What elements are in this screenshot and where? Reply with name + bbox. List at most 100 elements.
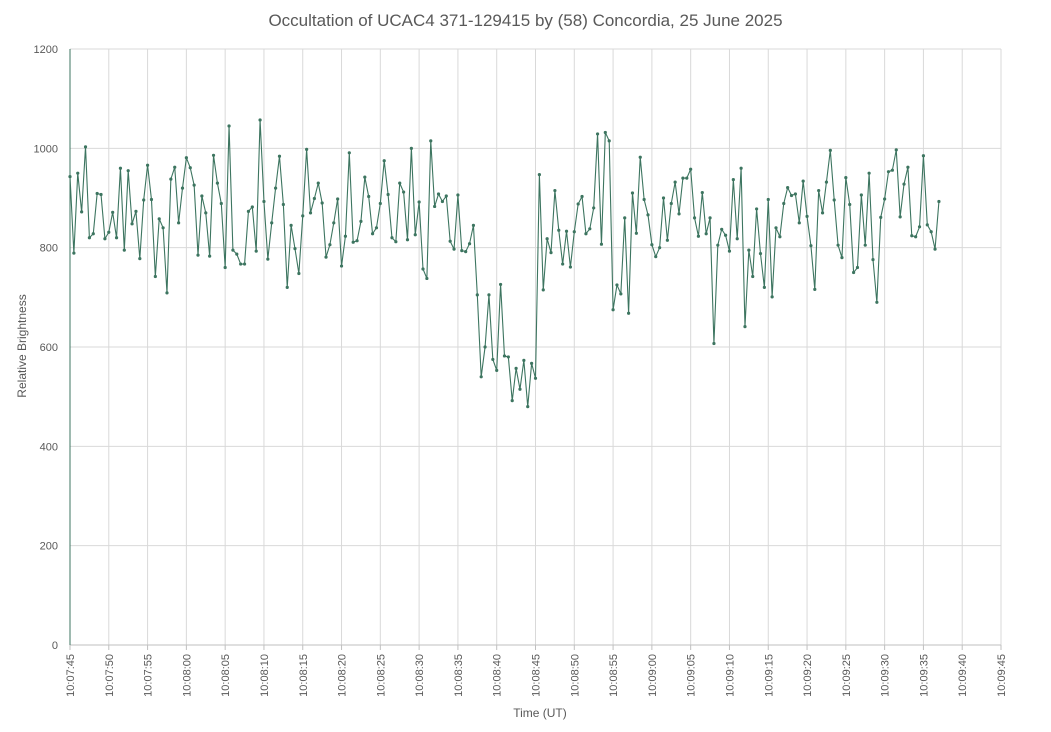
data-point [638,155,642,159]
data-point [615,283,619,287]
data-point [343,234,348,238]
data-point [723,233,728,237]
data-point [498,282,503,287]
data-point [623,216,627,220]
data-point [739,166,743,170]
series-line [69,119,940,408]
data-point [840,256,844,260]
data-point [898,215,902,219]
y-tick-label: 800 [40,243,58,255]
y-tick-label: 600 [40,342,58,354]
y-tick-label: 1000 [34,143,58,155]
data-point [204,211,208,215]
data-point [196,253,200,257]
x-tick-label: 10:08:15 [298,654,310,697]
data-point [685,176,689,180]
data-point [692,216,697,220]
data-point [444,194,448,198]
data-point [533,376,538,380]
data-point [184,156,188,160]
y-tick-label: 0 [52,640,58,652]
data-point [433,204,437,209]
data-point [471,223,476,227]
x-tick-label: 10:07:55 [143,654,155,697]
data-point [875,300,879,304]
data-point [572,230,576,234]
x-tick-label: 10:09:00 [647,654,659,697]
data-point [262,199,266,204]
data-point [301,214,305,218]
data-point [743,325,747,329]
data-point [208,254,212,258]
x-tick-label: 10:08:20 [337,654,349,697]
data-point [646,213,650,217]
data-point [402,190,406,194]
data-point [464,250,468,254]
data-point [735,237,739,241]
data-point [215,181,220,185]
data-point [107,230,111,234]
data-point [894,148,898,152]
data-point [118,166,123,170]
data-point [595,132,600,136]
data-point [545,237,549,241]
data-point [592,206,596,210]
data-point [475,293,479,297]
data-point [394,240,398,244]
data-point [231,248,235,252]
x-tick-label: 10:08:55 [608,654,620,697]
data-point [561,262,565,266]
data-point [398,181,402,185]
x-tick-label: 10:09:20 [802,654,814,697]
data-point [76,171,80,175]
x-tick-label: 10:08:10 [259,654,271,697]
data-point [305,147,309,151]
data-point [770,295,774,299]
data-point [863,243,867,247]
data-point [448,239,452,243]
x-tick-label: 10:08:05 [220,654,232,697]
data-point [312,196,316,201]
data-point [405,238,410,242]
data-point [813,287,817,291]
x-tick-label: 10:08:35 [453,654,465,697]
data-point [246,209,251,214]
data-point [297,271,301,276]
data-point [277,154,282,158]
data-point [607,139,611,143]
data-point [669,201,673,206]
data-point [883,197,887,201]
data-point [758,252,763,256]
data-point [413,233,417,237]
data-point [111,210,115,214]
data-point [270,221,274,225]
data-point [580,194,584,199]
data-point [316,181,320,185]
data-point [568,265,573,269]
axes [69,49,1002,650]
y-tick-label: 1200 [34,44,58,56]
data-point [526,405,530,409]
data-point [370,232,375,236]
data-point [72,251,76,255]
data-point [328,243,332,247]
data-point [642,197,646,202]
data-point [211,153,216,157]
data-point [855,265,860,270]
data-point [506,355,510,359]
data-point [308,211,313,215]
data-point [774,226,778,230]
data-point [293,247,297,251]
data-point [363,175,367,179]
data-point [914,235,918,239]
data-point [937,199,941,204]
data-point [502,354,507,358]
data-point [242,262,247,266]
data-point [879,215,883,219]
data-point [700,190,704,195]
data-point [173,165,177,169]
data-point [177,221,181,225]
data-point [378,201,382,206]
